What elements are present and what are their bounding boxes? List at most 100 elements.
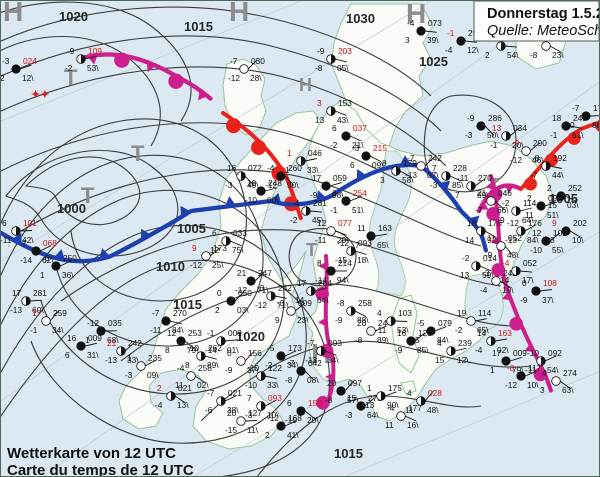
svg-text:2: 2 — [215, 305, 220, 315]
svg-text:3: 3 — [317, 98, 322, 108]
svg-text:71\: 71\ — [257, 285, 269, 295]
svg-text:-2: -2 — [462, 253, 470, 263]
svg-text:1020: 1020 — [59, 9, 88, 24]
svg-text:03\: 03\ — [237, 305, 249, 315]
svg-text:-3: -3 — [430, 180, 438, 190]
svg-text:9: 9 — [192, 243, 197, 253]
svg-text:-12: -12 — [87, 318, 99, 328]
svg-text:1: 1 — [40, 270, 45, 280]
svg-text:3: 3 — [380, 175, 385, 185]
svg-text:H: H — [229, 1, 249, 27]
svg-text:38\: 38\ — [227, 405, 239, 415]
svg-text:156: 156 — [248, 348, 262, 358]
svg-text:3: 3 — [540, 385, 545, 395]
svg-text:1015: 1015 — [334, 446, 363, 461]
svg-text:34\: 34\ — [327, 355, 339, 365]
svg-text:-7: -7 — [307, 338, 315, 348]
svg-text:259: 259 — [53, 308, 67, 318]
svg-text:6: 6 — [287, 398, 292, 408]
svg-text:-11: -11 — [1, 235, 12, 245]
svg-text:-7: -7 — [530, 170, 538, 180]
svg-text:1: 1 — [287, 148, 292, 158]
svg-text:1010: 1010 — [156, 259, 185, 274]
svg-text:202: 202 — [573, 218, 587, 228]
svg-text:-4: -4 — [407, 18, 415, 28]
svg-text:94\: 94\ — [337, 275, 349, 285]
svg-text:44\: 44\ — [552, 170, 564, 180]
svg-text:20\: 20\ — [307, 415, 319, 425]
svg-text:-3: -3 — [482, 268, 490, 278]
svg-text:37\: 37\ — [247, 365, 259, 375]
svg-text:009: 009 — [513, 348, 527, 358]
svg-text:-3: -3 — [225, 180, 233, 190]
svg-text:4: 4 — [542, 368, 547, 378]
svg-text:247: 247 — [258, 268, 272, 278]
svg-text:7: 7 — [432, 163, 437, 173]
svg-text:2: 2 — [265, 430, 270, 440]
svg-text:19\: 19\ — [502, 285, 514, 295]
svg-text:103: 103 — [398, 308, 412, 318]
svg-text:068: 068 — [43, 238, 57, 248]
svg-text:6: 6 — [2, 218, 7, 228]
svg-text:64\: 64\ — [317, 295, 329, 305]
svg-text:021: 021 — [178, 383, 192, 393]
svg-text:61\: 61\ — [572, 130, 584, 140]
svg-text:153: 153 — [338, 98, 352, 108]
svg-text:114: 114 — [478, 308, 492, 318]
svg-text:18\: 18\ — [357, 255, 369, 265]
svg-text:13: 13 — [315, 115, 325, 125]
svg-text:250: 250 — [63, 253, 77, 263]
svg-text:9: 9 — [552, 218, 557, 228]
svg-text:-6: -6 — [205, 405, 213, 415]
svg-text:14: 14 — [477, 328, 487, 338]
svg-text:168: 168 — [288, 413, 302, 423]
svg-text:1: 1 — [367, 383, 372, 393]
svg-text:2: 2 — [547, 183, 552, 193]
svg-text:-10: -10 — [530, 245, 542, 255]
svg-text:109: 109 — [88, 46, 102, 56]
svg-text:13: 13 — [460, 270, 470, 280]
svg-text:-3: -3 — [345, 410, 353, 420]
svg-text:6: 6 — [332, 123, 337, 133]
svg-text:12: 12 — [532, 228, 542, 238]
svg-text:15: 15 — [435, 355, 445, 365]
svg-text:239: 239 — [458, 338, 472, 348]
svg-text:17: 17 — [12, 288, 22, 298]
svg-text:290: 290 — [533, 138, 547, 148]
svg-text:20: 20 — [357, 318, 367, 328]
svg-text:215: 215 — [373, 143, 387, 153]
svg-text:12\: 12\ — [457, 355, 469, 365]
svg-text:024: 024 — [23, 56, 37, 66]
svg-text:00\: 00\ — [267, 195, 279, 205]
svg-text:-9: -9 — [395, 345, 403, 355]
svg-text:1030: 1030 — [346, 11, 375, 26]
svg-text:11: 11 — [357, 223, 366, 233]
svg-text:-9: -9 — [317, 46, 325, 56]
svg-text:8: 8 — [317, 258, 322, 268]
svg-text:28\: 28\ — [250, 73, 262, 83]
svg-text:264: 264 — [318, 278, 332, 288]
svg-text:12: 12 — [210, 245, 220, 255]
svg-text:-10: -10 — [527, 348, 539, 358]
svg-text:-13: -13 — [105, 355, 117, 365]
svg-text:25\: 25\ — [212, 260, 224, 270]
svg-text:050: 050 — [238, 288, 252, 298]
svg-text:-4: -4 — [445, 45, 453, 55]
svg-text:19: 19 — [457, 308, 467, 318]
svg-text:-9: -9 — [512, 138, 520, 148]
svg-text:009: 009 — [298, 298, 312, 308]
svg-text:046: 046 — [308, 148, 322, 158]
svg-text:-6: -6 — [42, 253, 50, 263]
svg-text:-8: -8 — [325, 395, 333, 405]
svg-text:281: 281 — [313, 198, 327, 208]
svg-text:9: 9 — [275, 315, 280, 325]
svg-text:39\: 39\ — [427, 35, 439, 45]
svg-text:254: 254 — [353, 188, 367, 198]
svg-text:248: 248 — [268, 178, 282, 188]
svg-text:033: 033 — [233, 228, 247, 238]
svg-text:05\: 05\ — [337, 63, 349, 73]
svg-text:16: 16 — [397, 328, 407, 338]
svg-text:253: 253 — [188, 328, 202, 338]
svg-text:035: 035 — [108, 318, 122, 328]
svg-text:20: 20 — [327, 378, 337, 388]
